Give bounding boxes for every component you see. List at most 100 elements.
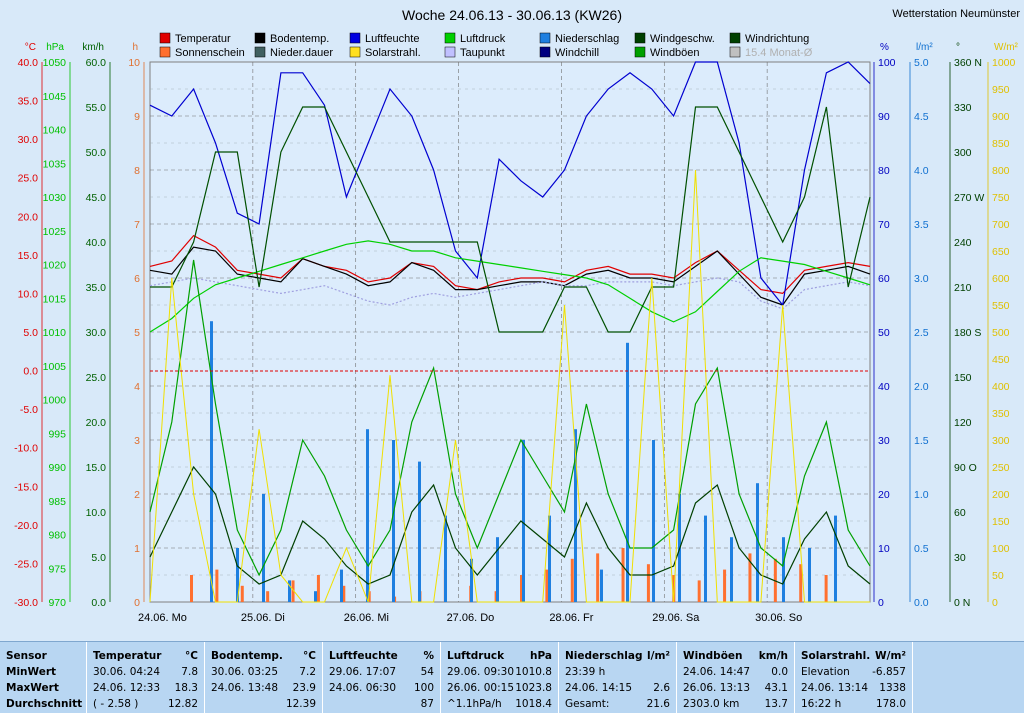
y-tick-label: 600 [992, 273, 1010, 285]
y-tick-label: 60 [878, 273, 890, 285]
sunshine-bar [697, 580, 701, 602]
y-tick-label: 120 [954, 417, 972, 429]
stats-label: 24.06. 06:30 [329, 682, 396, 694]
stats-header: Bodentemp. [211, 650, 283, 662]
sunshine-bar [190, 575, 193, 602]
y-tick-label: 0.0 [91, 597, 106, 609]
y-tick-label: 5 [134, 327, 140, 339]
rain-bar [756, 483, 759, 602]
y-tick-label: 8 [134, 165, 140, 177]
sunshine-bar [824, 575, 828, 602]
y-tick-label: 40 [878, 381, 890, 393]
stats-unit: °C [185, 650, 198, 662]
y-tick-label: 45.0 [86, 192, 107, 204]
y-tick-label: 330 [954, 102, 972, 114]
stats-unit: hPa [530, 650, 552, 662]
y-tick-label: 995 [48, 428, 66, 440]
y-tick-label: 0 [878, 597, 884, 609]
stats-value: 87 [420, 698, 434, 710]
legend-swatch [539, 46, 551, 58]
legend-swatch [444, 46, 456, 58]
sunshine-bar [570, 558, 574, 602]
series-line-luftfeuchte [149, 61, 871, 307]
stats-value: 43.1 [764, 682, 788, 694]
stats-header: Temperatur [93, 650, 162, 662]
y-tick-label: 1010 [43, 327, 67, 339]
y-tick-label: 1000 [43, 395, 67, 407]
y-tick-label: 9 [134, 111, 140, 123]
y-tick-label: 4.0 [914, 165, 929, 177]
legend-entry: Windböen [650, 47, 700, 59]
rain-bar [704, 515, 707, 602]
chart-title: Woche 24.06.13 - 30.06.13 (KW26) [402, 7, 622, 23]
y-tick-label: 80 [878, 165, 890, 177]
y-tick-label: 90 [878, 111, 890, 123]
y-tick-label: 3.0 [914, 273, 929, 285]
rain-bar [730, 537, 733, 602]
rain-bar [782, 537, 785, 602]
y-tick-label: 1020 [43, 260, 67, 272]
legend-entry: Taupunkt [460, 47, 505, 59]
y-tick-label: 0 N [954, 597, 970, 609]
legend-entry: Niederschlag [555, 33, 619, 45]
sunshine-bar [240, 585, 244, 602]
legend-entry: Bodentemp. [270, 33, 329, 45]
stats-unit: °C [303, 650, 316, 662]
rain-bar [314, 591, 317, 602]
axis-unit: ° [956, 42, 960, 53]
axis-unit: °C [25, 42, 36, 53]
y-tick-label: 6 [134, 273, 140, 285]
y-tick-label: 150 [992, 516, 1010, 528]
axis-unit: W/m² [994, 42, 1019, 53]
rain-bar [470, 558, 473, 602]
sunshine-bar [545, 569, 549, 602]
series-line-solarstrahl [149, 169, 870, 603]
stats-col-luftfeuchte: Luftfeuchte% 29.06. 17:07 54 24.06. 06:30 10… [323, 642, 441, 713]
y-tick-label: 700 [992, 219, 1010, 231]
y-tick-label: 1050 [43, 57, 67, 69]
series-line-luftdruck [149, 240, 871, 333]
y-tick-label: 985 [48, 496, 66, 508]
legend-swatch [254, 46, 266, 58]
rain-bar [210, 321, 213, 602]
stats-header: Solarstrahl. [801, 650, 871, 662]
y-tick-label: 50 [878, 327, 890, 339]
y-tick-label: 20 [878, 489, 890, 501]
weather-chart: Woche 24.06.13 - 30.06.13 (KW26) Wetters… [14, 7, 1021, 624]
y-tick-label: 0.0 [914, 597, 929, 609]
stats-value: -6.857 [872, 666, 906, 678]
axis-unit: l/m² [916, 42, 933, 53]
legend: Temperatur Bodentemp. Luftfeuchte Luftdruck… [159, 32, 813, 59]
stats-label: 16:22 h [801, 698, 842, 710]
stats-label: 29.06. 09:30 [447, 666, 514, 678]
stats-value: 1010.8 [515, 666, 552, 678]
stats-header: Luftdruck [447, 650, 505, 662]
y-tick-label: 450 [992, 354, 1010, 366]
y-tick-label: 240 [954, 237, 972, 249]
y-tick-label: 650 [992, 246, 1010, 258]
axes: 24.06. Mo 25.06. Di 26.06. Mi 27.06. Do 28.0… [14, 42, 1018, 624]
rain-bar [808, 548, 811, 602]
y-tick-label: 5.0 [91, 552, 106, 564]
stats-label: 26.06. 13:13 [683, 682, 750, 694]
stats-label: 24.06. 14:15 [565, 682, 632, 694]
stats-value: 0.0 [771, 666, 788, 678]
legend-entry: Sonnenschein [175, 47, 245, 59]
legend-entry: Luftfeuchte [365, 33, 419, 45]
y-tick-label: 950 [992, 84, 1010, 96]
legend-entry: Temperatur [175, 33, 231, 45]
stats-col-bodentemp: Bodentemp. °C 30.06. 03:25 7.2 24.06. 13:48 2… [205, 642, 323, 713]
y-tick-label: -25.0 [14, 558, 38, 570]
y-tick-label: 4 [134, 381, 140, 393]
x-tick-label: 28.06. Fr [549, 612, 593, 624]
y-tick-label: 2.0 [914, 381, 929, 393]
stats-value: 1338 [879, 682, 906, 694]
y-tick-label: 100 [992, 543, 1010, 555]
y-tick-label: 5.0 [23, 327, 38, 339]
y-tick-label: -20.0 [14, 520, 38, 532]
stats-label: ( - 2.58 ) [93, 698, 139, 710]
stats-col-solarstrahl: Solarstrahl. W/m² Elevation -6.857 24.06. 13… [795, 642, 913, 713]
y-tick-label: 0.0 [23, 366, 38, 378]
y-tick-label: 975 [48, 563, 66, 575]
y-tick-label: 250 [992, 462, 1010, 474]
